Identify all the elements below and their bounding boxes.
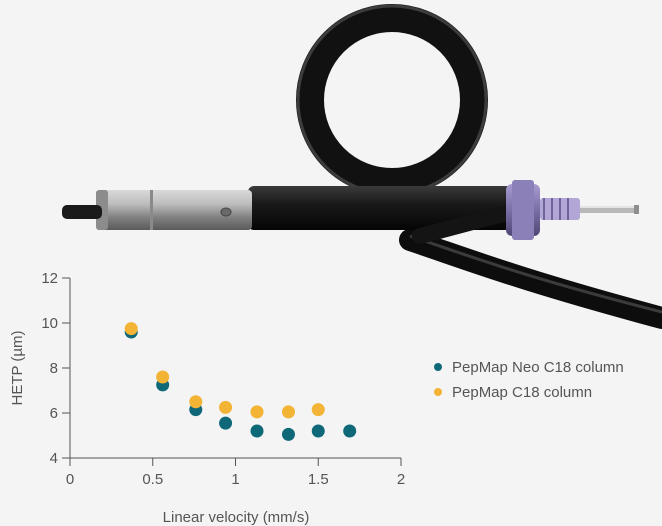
point-series-1-5	[281, 405, 295, 419]
point-series-1-3	[219, 400, 233, 414]
point-series-0-6	[311, 424, 325, 438]
legend-label-0: PepMap Neo C18 column	[452, 359, 624, 376]
data-points	[124, 322, 357, 441]
metal-screw	[220, 207, 232, 217]
point-series-1-6	[311, 403, 325, 417]
point-series-0-4	[250, 424, 264, 438]
point-series-1-1	[156, 370, 170, 384]
legend: PepMap Neo C18 column PepMap C18 column	[434, 359, 624, 401]
y-tick-label-2: 8	[50, 360, 58, 377]
point-series-0-5	[281, 427, 295, 441]
x-tick-label-0: 0	[66, 471, 74, 488]
y-axis-title: HETP (µm)	[9, 330, 26, 405]
column-product-image	[62, 4, 662, 329]
x-tick-label-1: 0.5	[142, 471, 163, 488]
cable-tail	[399, 229, 662, 329]
needle	[580, 206, 636, 213]
ticks: 0 0.5 1 1.5 2 4 6 8 10 12	[41, 270, 405, 488]
y-tick-label-4: 12	[41, 270, 58, 287]
x-tick-label-2: 1	[231, 471, 239, 488]
black-tip	[62, 205, 102, 219]
x-tick-label-4: 2	[397, 471, 405, 488]
black-sleeve	[248, 186, 518, 230]
point-series-1-4	[250, 405, 264, 419]
point-series-1-0	[124, 322, 138, 336]
legend-label-1: PepMap C18 column	[452, 384, 592, 401]
tube-loop	[296, 4, 488, 196]
point-series-0-7	[343, 424, 357, 438]
legend-marker-0	[434, 363, 442, 371]
y-tick-label-0: 4	[50, 450, 58, 467]
y-tick-label-1: 6	[50, 405, 58, 422]
legend-marker-1	[434, 388, 442, 396]
point-series-1-2	[189, 395, 203, 409]
tube-branch	[412, 202, 526, 244]
x-tick-label-3: 1.5	[308, 471, 329, 488]
y-tick-label-3: 10	[41, 315, 58, 332]
metal-body	[96, 190, 252, 230]
x-axis-title: Linear velocity (mm/s)	[163, 509, 310, 526]
point-series-0-3	[219, 416, 233, 430]
